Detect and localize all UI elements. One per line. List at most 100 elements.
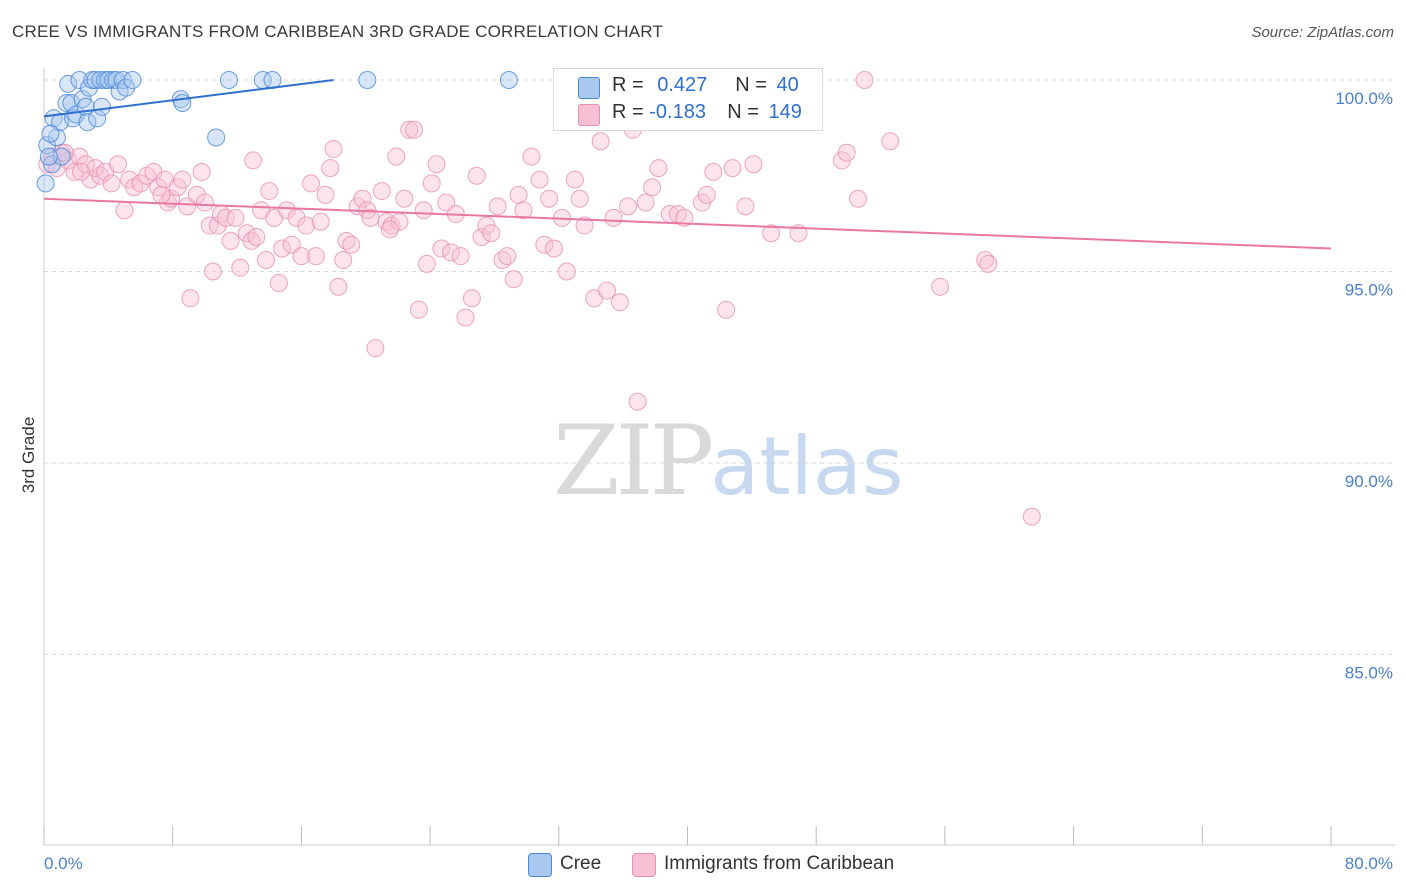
axis-labels: 100.0% 95.0% 90.0% 85.0% 0.0% 80.0% 3rd Grade xyxy=(19,89,1393,873)
carib-point xyxy=(643,178,662,197)
carib-point xyxy=(1022,507,1041,526)
watermark: ZIPatlas xyxy=(553,405,904,517)
carib-point xyxy=(372,182,391,201)
carib-point xyxy=(417,254,436,273)
cree-point xyxy=(86,71,105,89)
carib-legend-label: Immigrants from Caribbean xyxy=(664,853,895,874)
legend-cree-n-value: 40 xyxy=(776,74,799,96)
carib-point xyxy=(226,208,245,227)
cree-point xyxy=(38,136,57,155)
carib-point xyxy=(70,147,89,166)
cree-point xyxy=(92,97,111,116)
carib-point xyxy=(570,189,589,208)
carib-point xyxy=(881,132,900,151)
carib-point xyxy=(522,147,541,166)
carib-point xyxy=(244,151,263,170)
carib-point xyxy=(334,251,353,270)
carib-point xyxy=(628,392,647,411)
carib-point xyxy=(604,208,623,227)
carib-point xyxy=(636,193,655,212)
y-tick-label: 90.0% xyxy=(1345,472,1393,491)
trend-lines xyxy=(43,79,1332,250)
watermark-atlas: atlas xyxy=(710,420,904,513)
carib-trend-line xyxy=(43,197,1332,250)
legend-cree-r-value: 0.427 xyxy=(657,74,708,96)
carib-point xyxy=(427,155,446,174)
carib-point xyxy=(472,228,491,247)
cree-legend-label: Cree xyxy=(560,853,602,874)
cree-point xyxy=(358,71,377,89)
axes xyxy=(43,68,1395,846)
carib-point xyxy=(321,159,340,178)
source-label: Source: ZipAtlas.com xyxy=(1251,24,1394,41)
carib-point xyxy=(380,220,399,239)
y-tick-label: 100.0% xyxy=(1335,89,1393,108)
carib-point xyxy=(540,189,559,208)
carib-point xyxy=(979,254,998,273)
carib-point xyxy=(102,174,121,193)
carib-point xyxy=(598,281,617,300)
carib-point xyxy=(535,235,554,254)
carib-point xyxy=(744,155,763,174)
carib-swatch xyxy=(578,104,600,126)
legend-carib-n-label: N = xyxy=(727,101,765,123)
legend-carib-text: R = -0.183 N = 149 xyxy=(612,101,802,124)
carib-point xyxy=(530,170,549,189)
watermark-zip: ZIP xyxy=(553,405,714,517)
cree-point xyxy=(52,147,71,166)
legend-carib-r-label: R = xyxy=(612,101,650,123)
carib-point xyxy=(178,197,197,216)
carib-point xyxy=(931,277,950,296)
chart-title: CREE VS IMMIGRANTS FROM CARIBBEAN 3RD GR… xyxy=(12,22,664,41)
legend-cree-n-label: N = xyxy=(735,74,773,96)
carib-point xyxy=(342,235,361,254)
carib-point xyxy=(366,339,385,358)
cree-point xyxy=(123,71,142,89)
legend-cree-r-label: R = xyxy=(612,74,650,96)
cree-swatch xyxy=(578,77,600,99)
carib-point xyxy=(273,239,292,258)
carib-point xyxy=(409,300,428,319)
carib-point xyxy=(442,243,461,262)
y-tick-label: 85.0% xyxy=(1345,664,1393,683)
carib-point xyxy=(306,247,325,266)
legend-carib-n-value: 149 xyxy=(768,101,802,123)
cree-point xyxy=(173,93,192,112)
carib-point xyxy=(257,251,276,270)
cree-trend-line xyxy=(43,79,334,118)
carib-point xyxy=(316,185,335,204)
cree-point xyxy=(39,147,58,166)
carib-legend-swatch xyxy=(632,853,656,877)
carib-point xyxy=(260,182,279,201)
carib-point xyxy=(514,201,533,220)
y-tick-label: 95.0% xyxy=(1345,281,1393,300)
x-tick-label-max: 80.0% xyxy=(1345,854,1393,873)
carib-point xyxy=(400,120,419,139)
carib-point xyxy=(216,208,235,227)
carib-point xyxy=(488,197,507,216)
carib-point xyxy=(509,185,528,204)
carib-point xyxy=(277,201,296,220)
carib-point xyxy=(269,273,288,292)
carib-point xyxy=(467,166,486,185)
carib-point xyxy=(437,193,456,212)
carib-point xyxy=(109,155,128,174)
carib-point xyxy=(72,162,91,181)
carib-point xyxy=(192,162,211,181)
cree-point xyxy=(207,128,226,147)
carib-point xyxy=(675,208,694,227)
carib-point xyxy=(432,239,451,258)
carib-point xyxy=(115,201,134,220)
carib-point xyxy=(723,159,742,178)
carib-point xyxy=(297,216,316,235)
legend-carib-r-value: -0.183 xyxy=(649,101,706,123)
carib-point xyxy=(405,120,424,139)
carib-point xyxy=(565,170,584,189)
carib-points xyxy=(38,71,1041,526)
cree-point xyxy=(220,71,239,89)
carib-point xyxy=(81,170,100,189)
carib-point xyxy=(649,159,668,178)
carib-point xyxy=(557,262,576,281)
carib-point xyxy=(231,258,250,277)
